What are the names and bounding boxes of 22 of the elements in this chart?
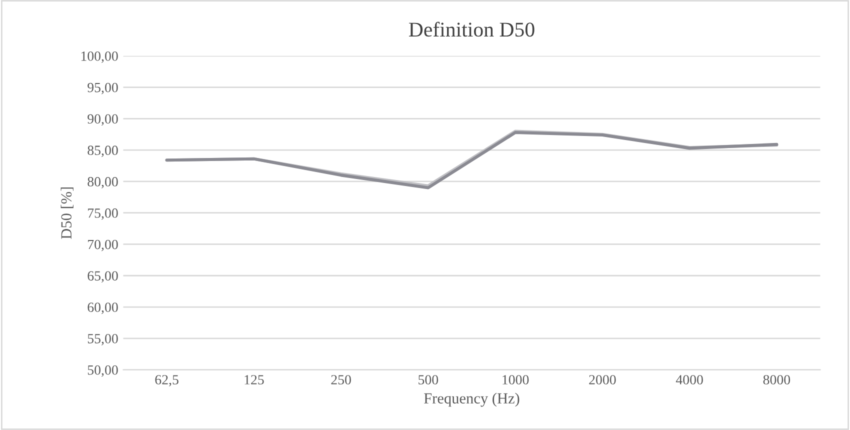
x-tick-label: 125 xyxy=(244,375,264,384)
x-tick-label: 1000 xyxy=(502,375,529,384)
y-tick-label: 60,00 xyxy=(88,302,118,314)
y-tick-label: 70,00 xyxy=(88,240,118,252)
x-tick-label: 8000 xyxy=(763,375,790,384)
y-tick-label: 85,00 xyxy=(88,146,118,158)
x-tick-label: 500 xyxy=(418,375,438,384)
y-tick-label: 80,00 xyxy=(88,177,118,188)
chart-title: Definition D50 xyxy=(408,22,534,37)
y-tick-label: 65,00 xyxy=(88,271,118,283)
x-tick-label: 250 xyxy=(331,375,351,384)
x-tick-label: 4000 xyxy=(676,375,703,384)
x-tick-label: 62,5 xyxy=(155,375,178,386)
y-tick-label: 100,00 xyxy=(81,51,118,63)
x-axis-title: Frequency (Hz) xyxy=(424,392,520,407)
y-tick-label: 50,00 xyxy=(88,365,118,377)
y-tick-label: 95,00 xyxy=(88,82,118,94)
y-tick-label: 90,00 xyxy=(88,114,118,126)
y-tick-label: 75,00 xyxy=(88,208,118,220)
y-tick-label: 55,00 xyxy=(88,334,118,346)
y-axis-title: D50 [%] xyxy=(60,187,74,239)
x-tick-label: 2000 xyxy=(589,375,616,384)
